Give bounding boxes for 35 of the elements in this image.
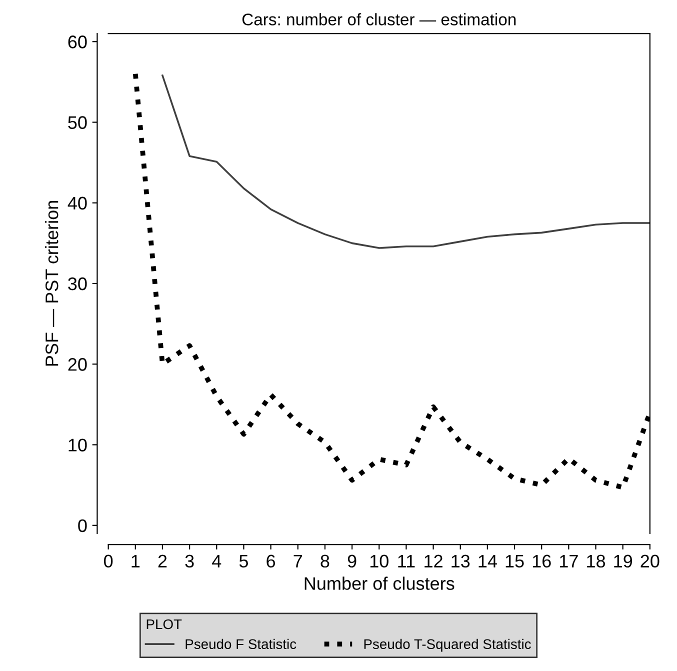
x-tick-label: 13	[452, 554, 470, 568]
line-series	[162, 74, 650, 249]
x-tick-label: 14	[478, 554, 497, 568]
x-tick-label: 4	[212, 554, 222, 568]
x-tick-label: 6	[266, 554, 276, 568]
x-tick-label: 3	[185, 554, 194, 568]
x-tick-label: 5	[239, 554, 248, 568]
y-tick-label: 0	[78, 519, 87, 532]
x-tick-label: 2	[158, 554, 167, 568]
y-tick-label: 60	[68, 36, 87, 48]
x-tick-label: 0	[104, 554, 113, 568]
x-tick-label: 20	[640, 554, 660, 568]
y-tick-label: 30	[68, 277, 87, 290]
x-tick-label: 8	[320, 554, 330, 568]
x-tick-label: 7	[294, 554, 302, 568]
chart-title: Cars: number of cluster — estimation	[242, 13, 516, 26]
x-tick-label: 16	[532, 554, 551, 568]
x-tick-label: 15	[506, 554, 524, 568]
x-axis-title: Number of clusters	[304, 576, 454, 590]
y-tick-label: 20	[68, 358, 87, 371]
x-tick-label: 19	[614, 554, 632, 568]
x-tick-label: 12	[424, 554, 442, 568]
x-tick-label: 10	[370, 554, 388, 568]
legend-label: Pseudo F Statistic	[186, 638, 296, 650]
x-tick-label: 18	[587, 554, 606, 568]
x-tick-label: 11	[398, 554, 415, 568]
legend-label: Pseudo T-Squared Statistic	[364, 638, 531, 652]
y-tick-label: 10	[68, 438, 87, 452]
y-axis-title: PSF — PST criterion	[45, 201, 58, 366]
x-tick-label: 9	[348, 554, 356, 568]
legend-title: PLOT	[146, 619, 182, 630]
y-tick-label: 50	[68, 116, 87, 129]
x-tick-label: 17	[560, 554, 578, 568]
x-tick-label: 1	[132, 554, 140, 568]
y-tick-label: 40	[68, 196, 87, 210]
